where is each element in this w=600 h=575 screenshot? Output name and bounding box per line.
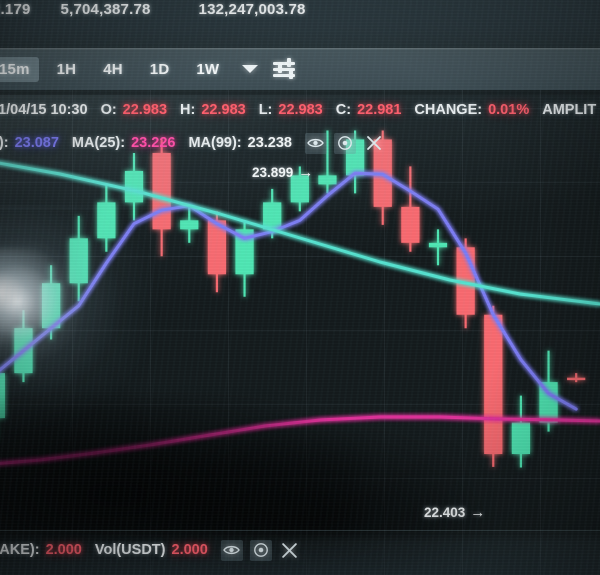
ohlc-low-label: L: <box>258 102 273 118</box>
candle <box>152 152 171 230</box>
volume-legend: (CAKE): 2.000 Vol(USDT) 2.000 <box>0 538 308 562</box>
candle <box>207 220 227 275</box>
vol-quote-value: 2.000 <box>171 542 208 558</box>
candle <box>539 382 558 423</box>
ma25-value: 23.226 <box>131 135 176 151</box>
ohlc-open-label: O: <box>100 102 117 118</box>
candle <box>318 175 337 185</box>
chevron-down-icon[interactable] <box>241 48 259 90</box>
change-label: CHANGE: <box>414 102 483 118</box>
interval-4h[interactable]: 4H <box>103 60 123 78</box>
volume-close-icon[interactable] <box>279 540 301 561</box>
annotation-low-value: 22.403 <box>424 505 466 520</box>
ohlc-high-value: 22.983 <box>201 102 246 118</box>
ohlc-close-label: C: <box>335 102 352 118</box>
arrow-right-icon: → <box>298 164 314 181</box>
amplitude-label: AMPLIT <box>542 102 597 118</box>
candle <box>263 202 282 230</box>
annotation-period-low: 22.403 → <box>424 505 485 520</box>
vol-quote-label: Vol(USDT) <box>94 542 166 558</box>
candle <box>180 220 199 230</box>
interval-1d[interactable]: 1D <box>149 60 170 78</box>
candle <box>345 139 365 176</box>
volume-settings-icon[interactable] <box>249 539 272 561</box>
ohlc-low-value: 22.983 <box>278 102 323 118</box>
change-value: 0.01% <box>488 102 530 118</box>
candlestick-canvas <box>0 130 600 468</box>
candle <box>484 314 503 455</box>
interval-1w[interactable]: 1W <box>196 60 220 78</box>
ohlc-datetime: 21/04/15 10:30 <box>0 102 88 118</box>
candle <box>235 229 254 275</box>
ma7-label: (7): <box>0 135 9 151</box>
volume-toggle-visibility-icon[interactable] <box>220 539 243 561</box>
annotation-high-value: 23.899 <box>252 165 294 180</box>
close-indicator-icon[interactable] <box>363 133 385 154</box>
ticker-strip: 2.179 5,704,387.78 132,247,003.78 <box>0 0 600 48</box>
ticker-volume-quote: 132,247,003.78 <box>198 1 306 18</box>
ma99-value: 23.238 <box>247 135 292 151</box>
interval-toolbar[interactable]: 15m 1H 4H 1D 1W <box>0 48 600 90</box>
indicator-settings-icon[interactable] <box>273 48 296 90</box>
candle <box>124 170 144 203</box>
ohlc-open-value: 22.983 <box>122 102 168 118</box>
candle <box>0 373 5 419</box>
ohlc-legend: 21/04/15 10:30 O: 22.983 H: 22.983 L: 22… <box>0 99 600 121</box>
ticker-volume-base: 5,704,387.78 <box>60 1 151 18</box>
candle <box>97 202 116 239</box>
ma99-label: MA(99): <box>188 135 242 151</box>
candle <box>511 422 531 455</box>
candle <box>567 377 586 381</box>
vol-base-label: (CAKE): <box>0 542 40 558</box>
interval-1h[interactable]: 1H <box>56 60 77 78</box>
interval-15m[interactable]: 15m <box>0 56 39 82</box>
ticker-values: 2.179 5,704,387.78 132,247,003.78 <box>0 1 332 18</box>
ohlc-close-value: 22.981 <box>357 102 402 118</box>
candle <box>428 242 448 248</box>
bottom-divider <box>0 530 600 531</box>
ma25-label: MA(25): <box>71 135 126 151</box>
indicator-settings-target-icon[interactable] <box>333 132 356 154</box>
candle <box>401 206 420 243</box>
candle <box>69 238 88 284</box>
arrow-right-icon: → <box>470 504 486 521</box>
candle <box>290 175 309 203</box>
vol-base-value: 2.000 <box>45 542 82 558</box>
ticker-price: 2.179 <box>0 1 31 18</box>
moving-average-legend: (7): 23.087 MA(25): 23.226 MA(99): 23.23… <box>0 131 392 155</box>
ohlc-high-label: H: <box>180 102 196 118</box>
annotation-period-high: 23.899 → <box>252 165 313 180</box>
chart-plot-area[interactable] <box>0 90 600 575</box>
toggle-visibility-icon[interactable] <box>304 132 327 154</box>
ma7-value: 23.087 <box>14 135 59 151</box>
